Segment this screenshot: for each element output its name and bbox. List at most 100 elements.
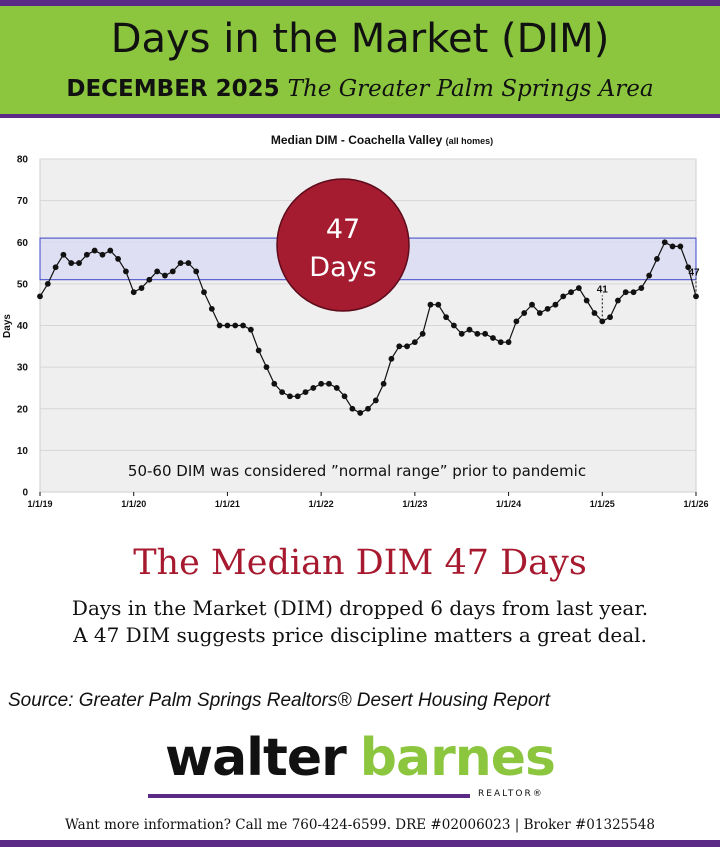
data-point (630, 289, 637, 296)
source-note: Source: Greater Palm Springs Realtors® D… (8, 690, 551, 711)
point-label-latest: 47 (688, 267, 700, 278)
data-point (357, 410, 364, 416)
report-area: The Greater Palm Springs Area (287, 76, 654, 102)
footer-contact: Want more information? Call me 760-424-6… (64, 817, 656, 833)
data-point (622, 289, 629, 296)
data-point (552, 301, 559, 308)
data-point (146, 276, 153, 283)
data-point (185, 260, 192, 266)
y-tick-label: 50 (17, 279, 29, 290)
data-point (451, 322, 457, 329)
data-point (193, 268, 200, 275)
logo-tagline: REALTOR® (478, 789, 544, 799)
y-tick-label: 20 (17, 404, 29, 415)
x-tick-label: 1/1/23 (402, 499, 427, 509)
data-point (427, 301, 434, 308)
normal-range-note: 50-60 DIM was considered ”normal range” … (128, 462, 586, 480)
headline: The Median DIM 47 Days (133, 543, 587, 583)
data-point (162, 272, 168, 279)
data-point (349, 405, 356, 412)
y-tick-label: 40 (17, 321, 29, 332)
x-tick-label: 1/1/24 (496, 499, 521, 509)
data-point (380, 380, 387, 387)
data-point (521, 310, 528, 316)
data-point (693, 293, 699, 300)
bubble-unit: Days (309, 252, 376, 283)
data-point (443, 314, 449, 321)
y-axis-label: Days (2, 314, 13, 338)
data-point (216, 322, 223, 329)
data-point (388, 355, 395, 362)
data-point (154, 268, 161, 275)
data-point (372, 397, 379, 404)
point-label-2025: 41 (597, 284, 609, 295)
data-point (458, 330, 465, 337)
data-point (490, 335, 496, 341)
logo-last-name: barnes (359, 728, 556, 788)
data-point (52, 264, 59, 271)
data-point (99, 251, 106, 258)
data-point (232, 322, 239, 329)
data-point (224, 322, 231, 329)
data-point (568, 289, 574, 296)
data-point (529, 301, 535, 308)
dim-bubble: 47 Days (276, 178, 410, 312)
data-point (482, 330, 489, 337)
data-point (279, 389, 285, 395)
data-point (271, 380, 278, 387)
data-point (130, 289, 137, 296)
top-rule (0, 0, 720, 6)
data-point (583, 297, 590, 304)
data-point (638, 285, 645, 291)
summary-line-1: Days in the Market (DIM) dropped 6 days … (71, 596, 649, 620)
data-point (60, 251, 67, 258)
data-point (661, 239, 668, 246)
data-point (560, 293, 567, 300)
data-point (591, 310, 598, 316)
dim-line-chart: Median DIM - Coachella Valley (all homes… (2, 133, 709, 509)
data-point (326, 380, 332, 387)
y-tick-label: 70 (17, 196, 29, 207)
x-tick-label: 1/1/21 (215, 499, 240, 509)
data-point (466, 326, 473, 333)
y-tick-label: 30 (17, 363, 29, 374)
x-tick-label: 1/1/25 (590, 499, 615, 509)
header-rule (0, 114, 720, 118)
data-point (318, 380, 325, 387)
x-tick-label: 1/1/22 (309, 499, 334, 509)
data-point (536, 310, 543, 316)
data-point (677, 243, 684, 250)
data-point (646, 272, 653, 279)
data-point (615, 297, 621, 304)
data-point (396, 343, 403, 350)
series-points (37, 239, 699, 416)
header-subtitle: DECEMBER 2025 The Greater Palm Springs Ar… (0, 76, 720, 102)
summary-line-2: A 47 DIM suggests price discipline matte… (73, 623, 647, 647)
data-point (310, 385, 317, 391)
data-point (37, 293, 43, 300)
data-point (669, 243, 676, 250)
data-point (138, 285, 145, 291)
data-point (44, 280, 51, 287)
logo-first-name: walter (165, 728, 347, 788)
x-tick-label: 1/1/19 (27, 499, 52, 509)
report-month: DECEMBER 2025 (66, 76, 280, 102)
data-point (76, 260, 82, 266)
x-tick-label: 1/1/26 (683, 499, 708, 509)
data-point (333, 385, 340, 391)
brand-logo: walter barnes (0, 728, 720, 788)
header-banner: Days in the Market (DIM) DECEMBER 2025 Th… (0, 6, 720, 114)
y-tick-label: 0 (22, 488, 28, 499)
page-title: Days in the Market (DIM) (110, 16, 610, 62)
data-point (341, 393, 348, 400)
data-point (435, 301, 442, 308)
data-point (575, 285, 582, 291)
data-point (68, 260, 75, 266)
x-tick-label: 1/1/20 (121, 499, 146, 509)
data-point (123, 268, 129, 275)
data-point (497, 339, 504, 346)
data-point (115, 256, 121, 262)
bubble-circle (276, 178, 410, 312)
data-point (263, 364, 270, 371)
data-point (505, 339, 512, 346)
